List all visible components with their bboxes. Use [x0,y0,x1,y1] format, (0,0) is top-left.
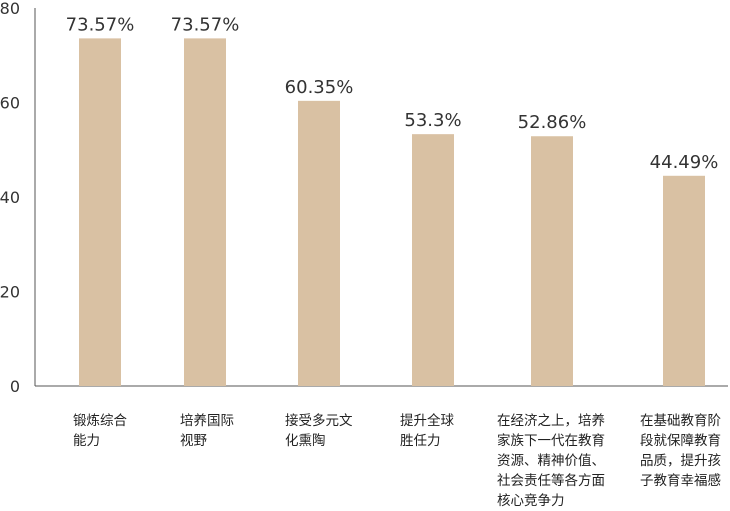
bar-value-label: 52.86% [518,112,587,133]
y-tick-labels: 0 20 40 60 80 [0,0,20,396]
category-label: 提升全球胜任力 [400,413,454,449]
y-tick-label: 0 [10,377,20,396]
value-labels: 73.57% 73.57% 60.35% 53.3% 52.86% 44.49% [66,14,719,172]
bar-value-label: 73.57% [66,14,135,35]
bar [663,175,705,386]
bar-value-label: 60.35% [285,77,354,98]
y-tick-label: 60 [0,94,20,113]
bar [531,136,573,386]
category-label: 接受多元文化熏陶 [285,413,353,449]
bar [184,38,226,387]
category-label: 在经济之上，培养家族下一代在教育资源、精神价值、社会责任等各方面核心竞争力 [497,413,605,509]
category-label: 培养国际视野 [180,413,234,449]
bar-value-label: 73.57% [171,14,240,35]
y-tick-label: 80 [0,0,20,18]
bar [298,100,340,386]
category-label: 在基础教育阶段就保障教育品质，提升孩子教育幸福感 [640,413,721,489]
category-label: 锻炼综合能力 [73,413,127,449]
bar-value-label: 53.3% [404,110,461,131]
bars [79,38,705,387]
y-tick-label: 20 [0,283,20,302]
bar [412,134,454,386]
bar [79,38,121,387]
y-tick-label: 40 [0,188,20,207]
bar-value-label: 44.49% [650,152,719,173]
